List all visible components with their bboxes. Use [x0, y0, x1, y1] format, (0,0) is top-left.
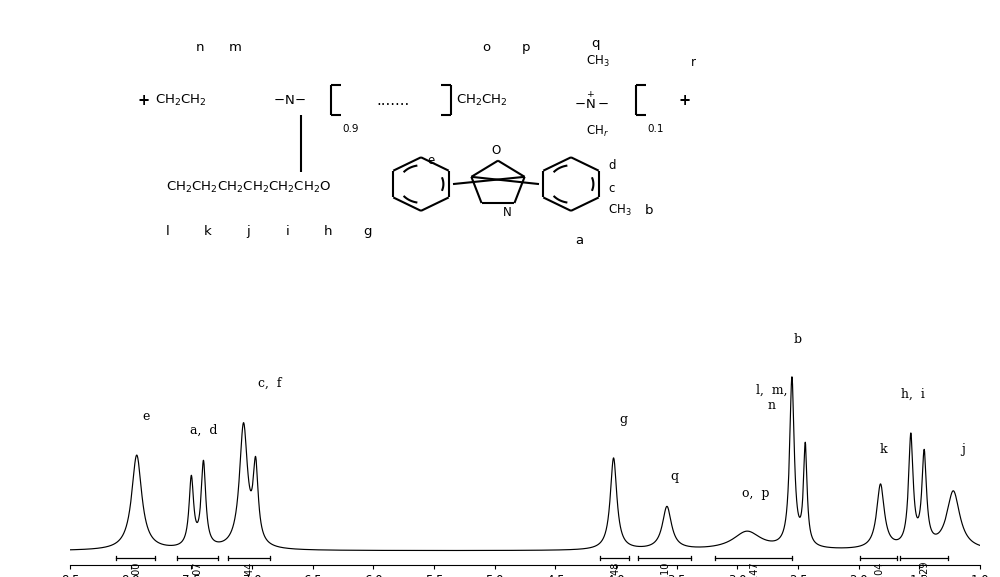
Text: $\mathbf{+}$: $\mathbf{+}$ — [137, 93, 150, 108]
Text: N: N — [502, 207, 511, 219]
Text: 1.48: 1.48 — [610, 561, 620, 577]
Text: 3.29: 3.29 — [919, 561, 929, 577]
Text: $-$N$-$: $-$N$-$ — [273, 94, 306, 107]
Text: p: p — [522, 42, 530, 54]
Text: CH$_3$: CH$_3$ — [586, 54, 610, 69]
Text: .......: ....... — [376, 93, 409, 108]
Text: n: n — [196, 42, 204, 54]
Text: o: o — [482, 42, 490, 54]
Text: 0.9: 0.9 — [342, 124, 358, 134]
Text: k: k — [879, 443, 887, 456]
Text: g: g — [619, 413, 627, 426]
Text: l: l — [166, 225, 170, 238]
Text: i: i — [286, 225, 290, 238]
Text: 1.44: 1.44 — [244, 561, 254, 577]
Text: q: q — [592, 37, 600, 50]
Text: a: a — [575, 234, 583, 248]
Text: 1.07: 1.07 — [192, 561, 202, 577]
Text: h,  i: h, i — [901, 388, 925, 400]
Text: o,  p: o, p — [742, 486, 769, 500]
Text: $-\overset{+}{\rm N}-$: $-\overset{+}{\rm N}-$ — [574, 89, 609, 111]
Text: m: m — [229, 42, 241, 54]
Text: r: r — [691, 56, 696, 69]
Text: CH$_2$CH$_2$: CH$_2$CH$_2$ — [155, 93, 207, 108]
Text: d: d — [608, 159, 616, 172]
Text: O: O — [491, 144, 500, 158]
Text: c: c — [608, 182, 614, 195]
Text: 1.04: 1.04 — [874, 561, 884, 577]
Text: k: k — [204, 225, 212, 238]
Text: 0.1: 0.1 — [647, 124, 664, 134]
Text: b: b — [794, 333, 802, 346]
Text: $\mathbf{+}$: $\mathbf{+}$ — [678, 93, 691, 108]
Text: e: e — [427, 154, 434, 167]
Text: b: b — [645, 204, 654, 218]
Text: 1.00: 1.00 — [131, 561, 141, 577]
Text: CH$_r$: CH$_r$ — [586, 124, 609, 139]
Text: CH$_2$CH$_2$: CH$_2$CH$_2$ — [456, 93, 508, 108]
Text: CH$_2$CH$_2$CH$_2$CH$_2$CH$_2$CH$_2$O: CH$_2$CH$_2$CH$_2$CH$_2$CH$_2$CH$_2$O — [166, 180, 331, 195]
Text: e: e — [143, 410, 150, 422]
Text: c,  f: c, f — [258, 377, 282, 389]
Text: g: g — [364, 225, 372, 238]
Text: q: q — [670, 470, 678, 483]
Text: h: h — [324, 225, 332, 238]
Text: a,  d: a, d — [190, 424, 217, 437]
Text: j: j — [246, 225, 250, 238]
Text: CH$_3$: CH$_3$ — [608, 203, 632, 218]
Text: 5.47: 5.47 — [749, 561, 759, 577]
Text: j: j — [961, 443, 965, 456]
Text: 1.10: 1.10 — [660, 561, 670, 577]
Text: l,  m,
n: l, m, n — [756, 384, 787, 411]
